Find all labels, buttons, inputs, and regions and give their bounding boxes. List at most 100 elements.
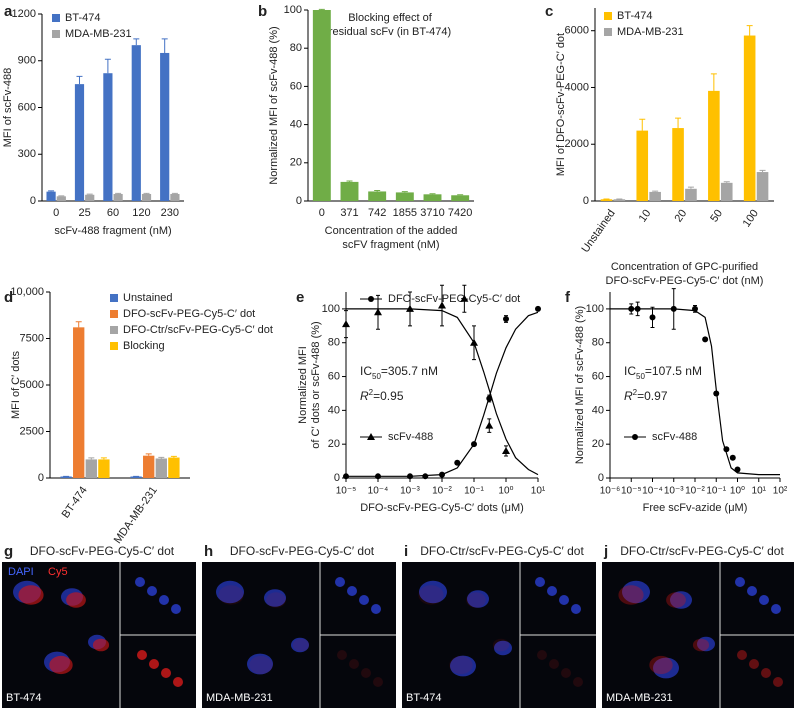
y-tick-label: 40 [592, 404, 604, 416]
y-tick-label: 40 [328, 404, 340, 416]
cy5-signal [92, 638, 110, 652]
nucleus-small [547, 586, 557, 596]
legend-label: DFO-scFv-PEG-Cy5-C′ dot [388, 293, 520, 305]
bar [130, 476, 142, 478]
nucleus-small [571, 604, 581, 614]
x-tick-label: 20 [672, 208, 689, 225]
error-bar [48, 190, 55, 192]
point [692, 305, 698, 312]
y-axis-label: Normalized MFI [297, 346, 309, 424]
panel-label: a [4, 3, 13, 20]
cell-line-label: BT-474 [6, 692, 41, 704]
point [439, 471, 445, 478]
error-bar [170, 455, 177, 458]
x-tick-label: 10⁻¹ [706, 486, 726, 497]
x-tick-label: 120 [132, 207, 150, 219]
x-tick-label: 10⁻⁵ [621, 486, 642, 497]
panel-label: c [545, 3, 553, 20]
y-tick-label: 300 [18, 148, 36, 160]
cy5-small [137, 650, 147, 660]
error-bar [88, 457, 95, 460]
panel-title: DFO-Ctr/scFv-PEG-Cy5-C′ dot [620, 544, 784, 558]
y-tick-label: 2500 [20, 425, 44, 437]
point [702, 336, 709, 343]
annotation-rest: =0.95 [373, 389, 404, 403]
bar [56, 196, 66, 201]
bar [756, 172, 769, 201]
y-tick-label: 60 [328, 370, 340, 382]
bar [312, 10, 331, 201]
nucleus [622, 580, 650, 604]
y-tick-label: 0 [30, 195, 36, 207]
bar [368, 191, 387, 201]
nucleus-small [747, 586, 757, 596]
cy5-signal [449, 655, 473, 675]
y-tick-label: 100 [322, 303, 340, 315]
point [342, 320, 350, 328]
nucleus [291, 637, 309, 653]
annotation: IC50=305.7 nM [360, 364, 438, 380]
point [723, 446, 730, 453]
bar [73, 327, 85, 478]
point [407, 473, 413, 480]
x-tick-label: 0 [53, 207, 59, 219]
annotation-base: IC [624, 364, 636, 378]
cy5-small [549, 659, 559, 669]
legend-label: BT-474 [617, 10, 652, 22]
x-tick-label: 10⁻⁴ [368, 486, 389, 497]
cy5-small [773, 677, 783, 687]
y-axis-label: MFI of C′ dots [10, 350, 22, 419]
cy5-small [561, 668, 571, 678]
nucleus-small [159, 595, 169, 605]
bar [613, 199, 626, 201]
nucleus-small [735, 577, 745, 587]
cy5-small [149, 659, 159, 669]
legend-label: scFv-488 [388, 431, 433, 443]
point [670, 305, 677, 312]
y-tick-label: 60 [592, 370, 604, 382]
legend-swatch [110, 342, 118, 350]
cy5-small [373, 677, 383, 687]
error-bar [401, 191, 408, 193]
y-tick-label: 100 [284, 4, 302, 16]
legend-label: DFO-scFv-PEG-Cy5-C′ dot [123, 308, 255, 320]
chart-title: Blocking effect of [348, 12, 433, 24]
legend-label: Blocking [123, 340, 165, 352]
cy5-small [737, 650, 747, 660]
panel-label: g [4, 543, 13, 560]
nucleus [494, 640, 512, 656]
y-tick-label: 1200 [12, 8, 36, 20]
y-tick-label: 7500 [20, 332, 44, 344]
x-tick-label: 10¹ [531, 486, 546, 497]
bar [340, 181, 359, 201]
cy5-signal [66, 592, 86, 608]
annotation-sup: 2 [633, 388, 638, 397]
y-tick-label: 4000 [565, 81, 589, 93]
legend-label: scFv-488 [652, 431, 697, 443]
annotation: R2=0.97 [624, 388, 668, 404]
cy5-signal [492, 638, 510, 652]
bar [98, 459, 110, 478]
annotation-rest: =107.5 nM [645, 364, 702, 378]
point [628, 305, 635, 312]
error-bar [76, 75, 83, 85]
bar [636, 130, 649, 201]
panel-title: DFO-scFv-PEG-Cy5-C′ dot [230, 544, 375, 558]
legend-label: BT-474 [65, 12, 100, 24]
y-tick-label: 0 [38, 472, 44, 484]
legend-marker [368, 296, 374, 302]
x-tick-label: 10² [773, 486, 788, 497]
bar [85, 194, 95, 201]
nucleus-small [359, 595, 369, 605]
panel-label: d [4, 289, 13, 306]
error-bar [374, 189, 381, 192]
channel-label: DAPI [8, 566, 34, 578]
x-tick-label: 3710 [420, 207, 444, 219]
y-tick-label: 80 [592, 337, 604, 349]
y-axis-label: Normalized MFI of scFv-488 (%) [574, 306, 586, 464]
bar [74, 84, 85, 201]
error-bar [161, 38, 168, 53]
x-tick-label: 60 [107, 207, 119, 219]
nucleus-small [559, 595, 569, 605]
x-tick-label: 230 [161, 207, 179, 219]
